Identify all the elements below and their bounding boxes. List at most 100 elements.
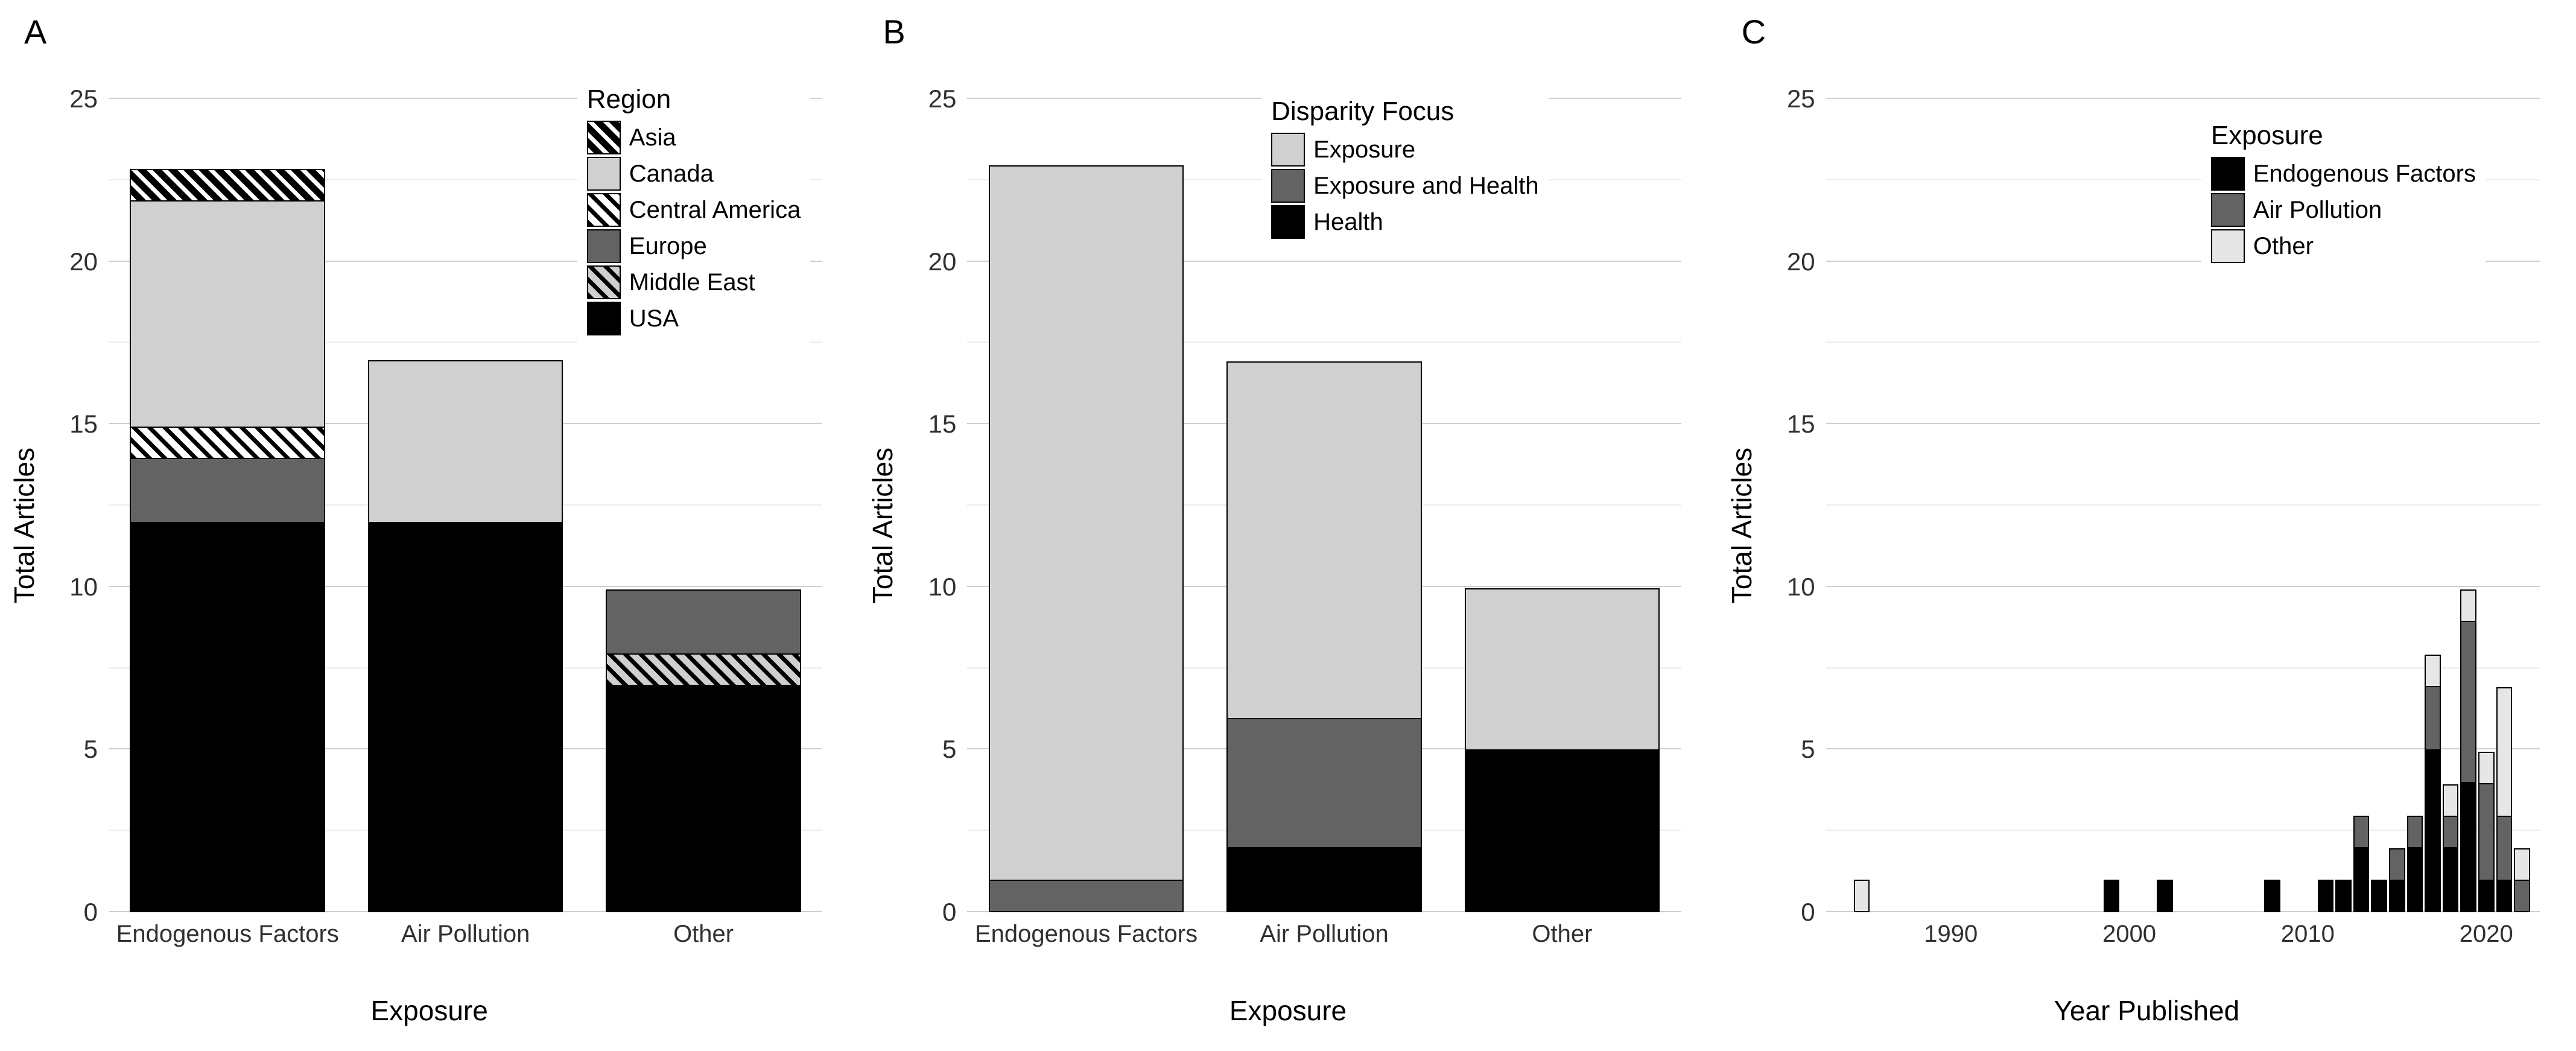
legend-swatch xyxy=(1271,169,1305,203)
y-tick-label: 25 xyxy=(69,84,109,113)
bar-segment xyxy=(130,169,325,202)
y-tick-label: 10 xyxy=(928,573,968,602)
x-tick-label: Other xyxy=(1532,912,1592,948)
bar-segment xyxy=(130,522,325,912)
x-tick-label: Air Pollution xyxy=(1260,912,1388,948)
bar xyxy=(2443,786,2459,912)
legend-label: Other xyxy=(2253,233,2314,260)
y-tick-label: 20 xyxy=(928,247,968,276)
y-tick-label: 5 xyxy=(942,735,967,764)
bar xyxy=(2407,817,2423,912)
bar-segment xyxy=(130,200,325,428)
bar xyxy=(2353,817,2370,912)
x-tick-label: Other xyxy=(673,912,734,948)
y-tick-label: 10 xyxy=(1787,573,1826,602)
bar-segment xyxy=(2264,880,2280,912)
y-axis-title-a: Total Articles xyxy=(8,448,40,603)
bar-segment xyxy=(2425,749,2441,912)
bar-segment xyxy=(989,880,1184,912)
bar xyxy=(2264,881,2280,912)
legend-swatch xyxy=(587,229,621,263)
y-tick-label: 0 xyxy=(1801,898,1826,927)
panel-b-label: B xyxy=(883,12,905,51)
bar xyxy=(1854,881,1870,912)
bar-segment xyxy=(2514,848,2530,881)
legend-label: Endogenous Factors xyxy=(2253,160,2476,188)
x-tick-label: Air Pollution xyxy=(401,912,530,948)
legend-item: Exposure xyxy=(1271,133,1539,167)
bar-segment xyxy=(2460,782,2476,912)
bar-segment xyxy=(606,653,801,686)
bar-segment xyxy=(2425,655,2441,687)
bar-segment xyxy=(2478,880,2495,912)
bar-segment xyxy=(2389,848,2405,881)
bar-segment xyxy=(1854,880,1870,912)
panel-c-label: C xyxy=(1742,12,1766,51)
panel-a-label: A xyxy=(24,12,46,51)
bar xyxy=(2318,881,2334,912)
bar-segment xyxy=(130,427,325,459)
bar-segment xyxy=(2496,687,2513,818)
legend-swatch xyxy=(2211,193,2245,227)
bar-segment xyxy=(2496,880,2513,912)
y-tick-label: 15 xyxy=(1787,410,1826,439)
legend-item: Endogenous Factors xyxy=(2211,157,2476,191)
bar-segment xyxy=(2443,816,2459,848)
bar xyxy=(130,170,325,912)
bar-segment xyxy=(1226,847,1421,912)
bar xyxy=(1226,363,1421,912)
panel-a: A Total Articles 0510152025Endogenous Fa… xyxy=(0,0,858,1051)
bar xyxy=(2425,656,2441,912)
bar-segment xyxy=(2460,589,2476,622)
legend-label: Canada xyxy=(629,160,714,188)
bar xyxy=(2104,881,2120,912)
legend-swatch xyxy=(587,157,621,191)
legend-item: Exposure and Health xyxy=(1271,169,1539,203)
bar xyxy=(2496,688,2513,912)
bar xyxy=(2157,881,2173,912)
legend-item: Air Pollution xyxy=(2211,193,2476,227)
legend: RegionAsiaCanadaCentral AmericaEuropeMid… xyxy=(577,78,811,348)
bar-segment xyxy=(2425,686,2441,751)
legend-label: Health xyxy=(1313,209,1383,236)
bar xyxy=(2478,753,2495,912)
legend-label: Air Pollution xyxy=(2253,197,2382,224)
legend-item: Canada xyxy=(587,157,801,191)
y-axis-title-c: Total Articles xyxy=(1725,448,1758,603)
bar xyxy=(2371,881,2387,912)
bar xyxy=(989,167,1184,912)
legend-swatch xyxy=(587,193,621,227)
gridline-minor xyxy=(1826,341,2540,343)
legend-swatch xyxy=(2211,229,2245,263)
bar xyxy=(2460,591,2476,912)
bar-segment xyxy=(2318,880,2334,912)
bar-segment xyxy=(2353,847,2370,912)
y-tick-label: 15 xyxy=(928,410,968,439)
gridline-major xyxy=(1826,586,2540,587)
bar-segment xyxy=(2157,880,2173,912)
legend-swatch xyxy=(1271,133,1305,167)
bar-segment xyxy=(2460,621,2476,784)
y-tick-label: 25 xyxy=(928,84,968,113)
bar xyxy=(2514,849,2530,912)
x-tick-label: Endogenous Factors xyxy=(975,912,1198,948)
bar-segment xyxy=(2478,783,2495,881)
bar-segment xyxy=(2443,784,2459,817)
legend-swatch xyxy=(1271,205,1305,239)
bar xyxy=(2335,881,2352,912)
legend-label: Exposure xyxy=(1313,136,1415,164)
gridline-major xyxy=(1826,98,2540,99)
panel-b: B Total Articles 0510152025Endogenous Fa… xyxy=(858,0,1717,1051)
x-axis-title-b: Exposure xyxy=(858,994,1717,1027)
legend-title: Exposure xyxy=(2211,121,2476,151)
bar-segment xyxy=(2371,880,2387,912)
legend-title: Region xyxy=(587,84,801,115)
gridline-minor xyxy=(1826,504,2540,506)
bar xyxy=(1465,589,1660,912)
y-tick-label: 5 xyxy=(84,735,109,764)
bar-segment xyxy=(2496,816,2513,881)
legend-label: Middle East xyxy=(629,269,755,296)
bar-segment xyxy=(2407,816,2423,848)
y-tick-label: 15 xyxy=(69,410,109,439)
x-tick-label: 2010 xyxy=(2281,912,2335,948)
